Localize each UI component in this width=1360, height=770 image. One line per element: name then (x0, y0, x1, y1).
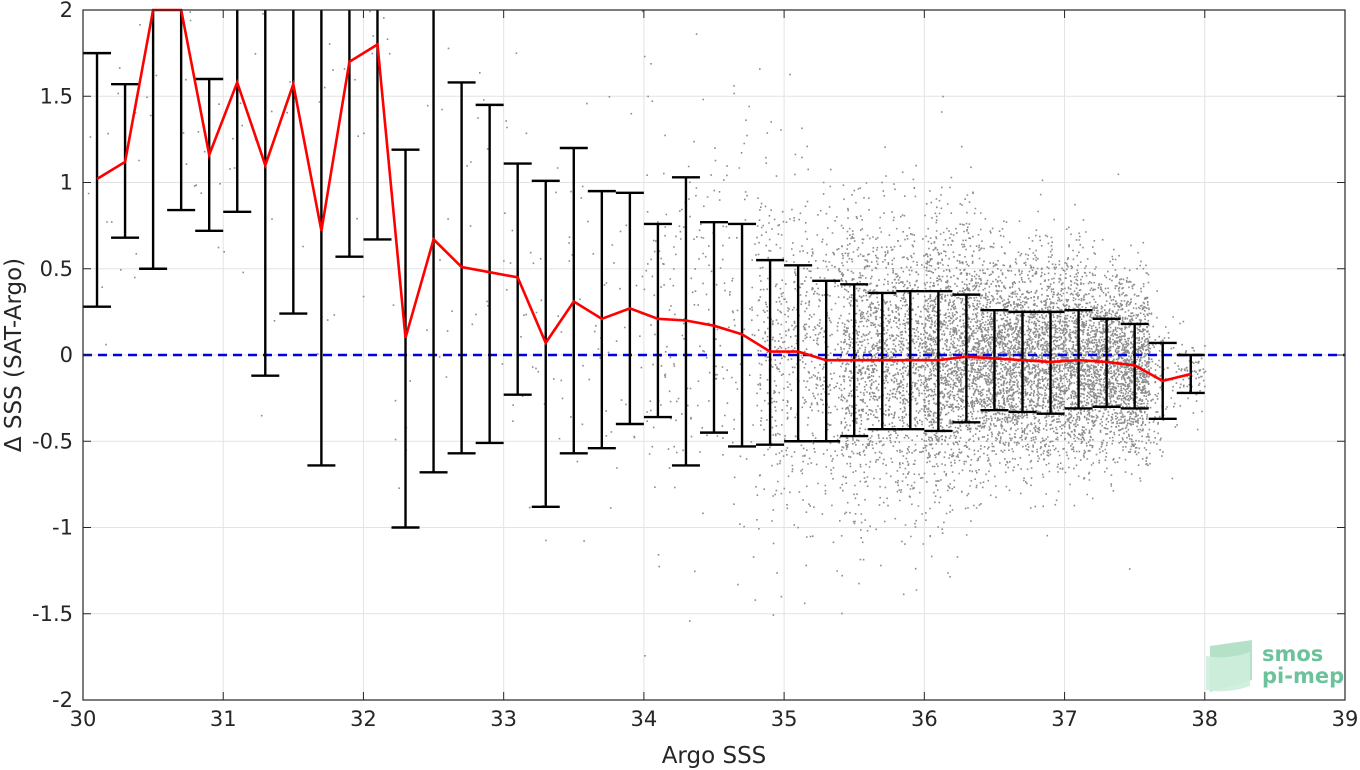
y-tick-label: 0 (60, 343, 73, 367)
error-bar (475, 103, 504, 445)
x-tick-label: 36 (911, 707, 938, 731)
x-tick-label: 37 (1051, 707, 1078, 731)
y-tick-label: 1 (60, 171, 73, 195)
error-bar (167, 10, 196, 212)
x-tick-label: 39 (1332, 707, 1359, 731)
smos-pi-mep-logo: smos pi-mep (1206, 640, 1344, 692)
mean-line (96, 8, 1192, 383)
error-bar (391, 148, 420, 529)
error-bar (643, 222, 672, 419)
x-tick-label: 31 (210, 707, 237, 731)
error-bar (223, 10, 252, 214)
x-tick-label: 38 (1191, 707, 1218, 731)
y-tick-label: -1 (52, 516, 73, 540)
error-bar (307, 10, 336, 467)
error-bar (952, 293, 981, 424)
y-tick-label: -0.5 (32, 429, 73, 453)
x-axis-label: Argo SSS (662, 743, 767, 769)
y-axis-label: Δ SSS (SAT-Argo) (1, 258, 27, 452)
error-bar (251, 10, 280, 377)
y-tick-label: -1.5 (32, 602, 73, 626)
x-tick-label: 33 (490, 707, 517, 731)
error-bar (1008, 310, 1037, 414)
error-bar (700, 220, 728, 434)
x-tick-label: 32 (350, 707, 377, 731)
error-bar (784, 264, 813, 443)
y-tick-label: 0.5 (40, 257, 73, 281)
logo-text-smos: smos (1262, 642, 1323, 666)
y-tick-label: 2 (60, 0, 73, 22)
error-bar (83, 51, 112, 308)
x-tick-label: 34 (631, 707, 658, 731)
error-bar (980, 308, 1009, 412)
y-tick-label: -2 (52, 688, 73, 712)
axes: 30 31 32 33 34 35 36 37 38 39 -2 -1.5 -1 -0.5 0 0.5 1 1.5… (32, 0, 1358, 731)
error-bar (279, 10, 308, 315)
logo-wave-icon-front (1206, 652, 1250, 692)
x-tick-label: 35 (771, 707, 798, 731)
error-bar (335, 10, 364, 258)
logo-text-pi-mep: pi-mep (1262, 664, 1344, 688)
error-bar (139, 10, 168, 270)
y-tick-label: 1.5 (40, 84, 73, 108)
x-tick-label: 30 (70, 707, 97, 731)
